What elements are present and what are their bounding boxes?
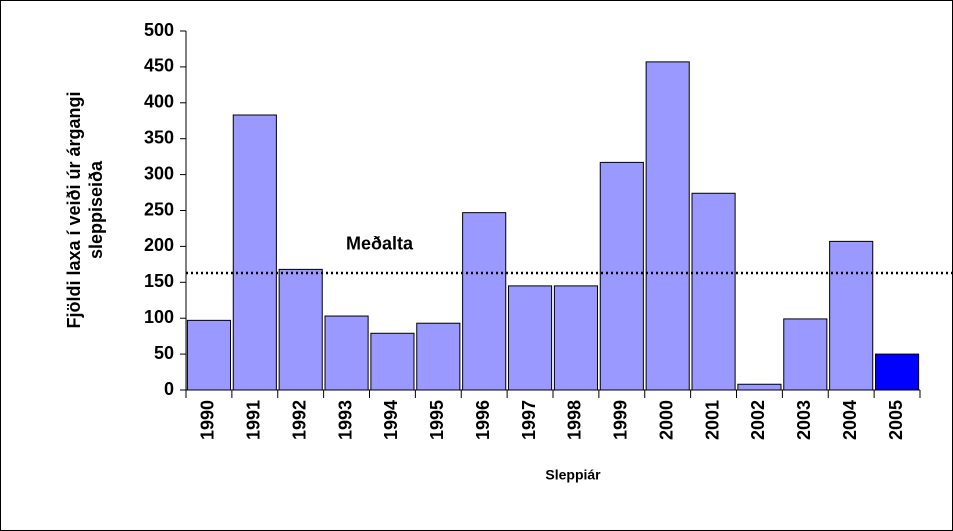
reference-label: Meðalta <box>346 234 414 254</box>
bar <box>324 315 369 391</box>
bar <box>370 332 415 391</box>
y-tick-label: 300 <box>144 163 174 183</box>
y-tick-label: 100 <box>144 307 174 327</box>
y-axis-title: sleppiseiða <box>86 160 106 259</box>
y-tick-label: 450 <box>144 56 174 76</box>
x-tick-label: 1999 <box>611 400 631 440</box>
y-tick-label: 500 <box>144 20 174 40</box>
x-tick-label: 1993 <box>335 400 355 440</box>
y-tick-label: 400 <box>144 92 174 112</box>
x-tick-label: 2001 <box>702 400 722 440</box>
y-tick-label: 200 <box>144 235 174 255</box>
x-tick-label: 2003 <box>794 400 814 440</box>
bar <box>737 383 782 391</box>
bar <box>645 61 690 391</box>
x-tick-label: 1992 <box>289 400 309 440</box>
x-tick-label: 1990 <box>198 400 218 440</box>
bar <box>462 212 507 391</box>
y-tick-label: 250 <box>144 199 174 219</box>
bar <box>553 285 598 391</box>
bar <box>599 161 644 391</box>
bar <box>829 240 874 391</box>
x-tick-label: 2005 <box>886 400 906 440</box>
bar <box>232 114 277 391</box>
x-tick-label: 2004 <box>840 400 860 440</box>
bar <box>508 285 553 391</box>
x-tick-label: 1994 <box>381 400 401 440</box>
y-tick-label: 50 <box>154 343 174 363</box>
x-tick-label: 1996 <box>473 400 493 440</box>
bar <box>416 322 461 391</box>
x-tick-label: 1991 <box>244 400 264 440</box>
bar <box>691 192 736 391</box>
y-axis-title: Fjöldi laxa í veiði úr árgangi <box>64 91 84 328</box>
x-tick-label: 1997 <box>519 400 539 440</box>
y-tick-label: 0 <box>164 379 174 399</box>
x-tick-label: 1998 <box>565 400 585 440</box>
bar <box>278 268 323 391</box>
x-tick-label: 1995 <box>427 400 447 440</box>
x-tick-label: 2000 <box>656 400 676 440</box>
bar <box>783 318 828 391</box>
bar <box>875 353 920 391</box>
y-tick-label: 350 <box>144 127 174 147</box>
bar <box>186 319 231 391</box>
y-tick-label: 150 <box>144 271 174 291</box>
x-axis-title: Sleppiár <box>545 467 601 483</box>
x-tick-label: 2002 <box>748 400 768 440</box>
